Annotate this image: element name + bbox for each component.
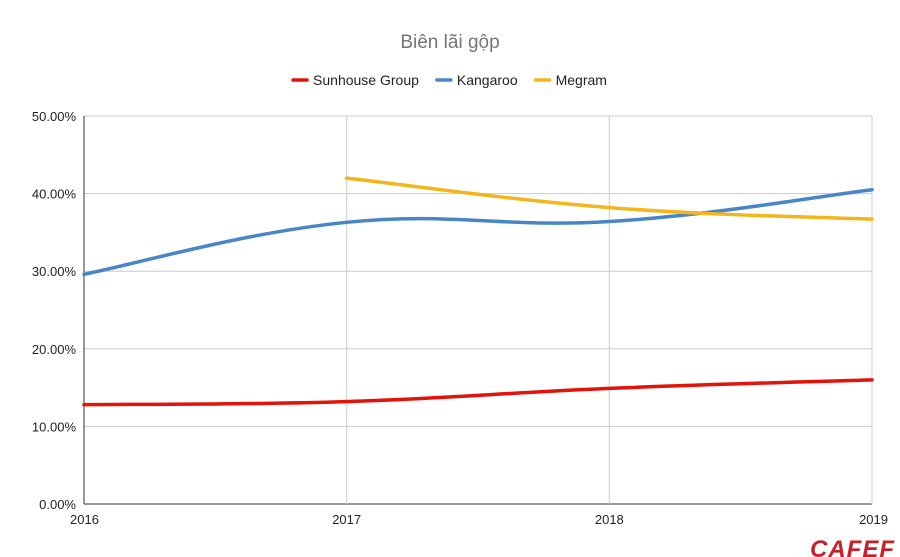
gridlines <box>83 115 873 505</box>
x-tick-label: 2018 <box>595 512 624 527</box>
x-axis-ticks: 2016 2017 2018 2019 <box>70 512 888 527</box>
y-tick-label: 40.00% <box>32 187 77 202</box>
series-line-megram <box>344 176 874 221</box>
legend-item: Kangaroo <box>435 72 518 88</box>
legend-item: Megram <box>533 72 607 88</box>
y-tick-label: 0.00% <box>39 497 76 512</box>
x-tick-label: 2019 <box>859 512 888 527</box>
x-tick-label: 2016 <box>70 512 99 527</box>
y-tick-label: 30.00% <box>32 264 77 279</box>
y-axis-ticks: 0.00% 10.00% 20.00% 30.00% 40.00% 50.00% <box>32 109 77 512</box>
legend-item: Sunhouse Group <box>291 72 419 88</box>
legend-label: Kangaroo <box>457 72 518 88</box>
cafef-watermark-logo: CAFEF <box>810 536 895 557</box>
x-tick-label: 2017 <box>332 512 361 527</box>
legend-label: Megram <box>556 72 607 88</box>
y-tick-label: 50.00% <box>32 109 77 124</box>
series-line-sunhouse-group <box>82 378 874 407</box>
y-tick-label: 10.00% <box>32 419 77 434</box>
series-line-kangaroo <box>82 187 874 277</box>
legend-label: Sunhouse Group <box>313 72 419 88</box>
legend: Sunhouse Group Kangaroo Megram <box>291 72 607 88</box>
chart-title: Biên lãi gộp <box>400 32 499 53</box>
y-tick-label: 20.00% <box>32 342 77 357</box>
series-lines <box>82 176 874 407</box>
